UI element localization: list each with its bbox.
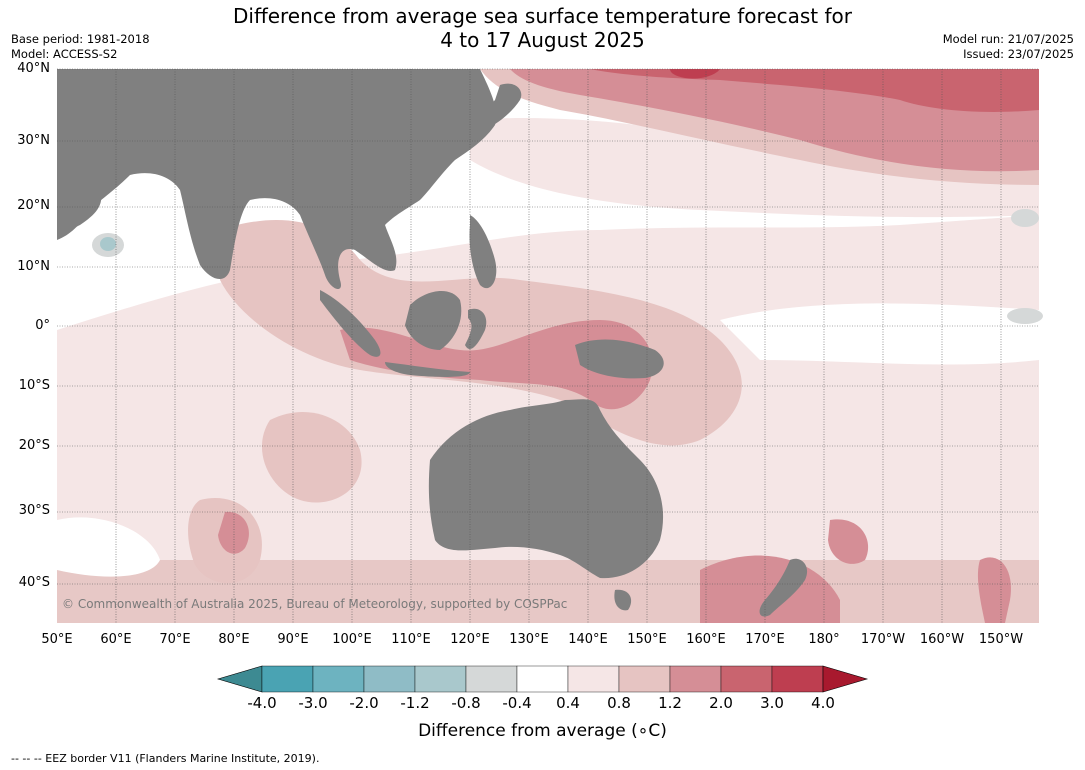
copyright-notice: © Commonwealth of Australia 2025, Bureau… xyxy=(62,597,568,611)
lat-label-equator: 0° xyxy=(35,318,50,333)
colorbar-tick: 0.8 xyxy=(607,694,631,712)
graticule xyxy=(57,68,1039,623)
anomaly-light-warm-north xyxy=(470,118,1039,218)
colorbar-tick: -0.8 xyxy=(451,694,481,712)
land-philippines xyxy=(469,215,497,289)
anomaly-strong-warm-coral xyxy=(828,519,869,564)
anomaly-mid-warm-south xyxy=(57,560,1039,623)
title-line-2: 4 to 17 August 2025 xyxy=(440,28,645,52)
land-borneo xyxy=(405,290,462,350)
base-period-info: Base period: 1981-2018 Model: ACCESS-S2 xyxy=(11,32,150,62)
colorbar-swatch xyxy=(720,665,773,693)
land-new-zealand xyxy=(759,558,808,617)
land-java xyxy=(385,362,470,377)
anomaly-cool-hawaii xyxy=(1011,209,1039,227)
colorbar-title: Difference from average (∘C) xyxy=(418,721,667,741)
lat-label-30n: 30°N xyxy=(17,133,50,148)
colorbar-tick: 4.0 xyxy=(811,694,835,712)
eez-footnote: -- -- -- EEZ border V11 (Flanders Marine… xyxy=(11,752,320,765)
lat-label-40n: 40°N xyxy=(17,61,50,76)
lon-label-100e: 100°E xyxy=(332,632,372,647)
anomaly-fields xyxy=(57,69,1043,623)
anomaly-mid-warm-indian xyxy=(261,411,362,503)
colorbar-swatch xyxy=(414,665,467,693)
run-info: Model run: 21/07/2025 Issued: 23/07/2025 xyxy=(943,32,1074,62)
lon-label-90e: 90°E xyxy=(277,632,309,647)
land-new-guinea xyxy=(575,339,664,379)
model-name: Model: ACCESS-S2 xyxy=(11,47,118,61)
lon-label-140e: 140°E xyxy=(568,632,608,647)
colorbar-swatch xyxy=(516,665,569,693)
colorbar-swatch xyxy=(567,665,620,693)
land-sulawesi xyxy=(465,308,487,350)
lon-label-150w: 150°W xyxy=(978,632,1024,647)
anomaly-stronger-warm-north xyxy=(590,69,1039,112)
title-line-1: Difference from average sea surface temp… xyxy=(232,4,852,28)
lat-label-20n: 20°N xyxy=(17,198,50,213)
colorbar-swatch xyxy=(618,665,671,693)
anomaly-neutral-central xyxy=(720,303,1039,365)
land-tasmania xyxy=(614,589,632,611)
lat-label-30s: 30°S xyxy=(18,503,50,518)
land-australia xyxy=(428,399,664,579)
colorbar-tick: 3.0 xyxy=(760,694,784,712)
colorbar-tick: 2.0 xyxy=(709,694,733,712)
colorbar xyxy=(216,665,869,693)
lon-label-160w: 160°W xyxy=(919,632,965,647)
anomaly-cool-eastpacific xyxy=(1007,308,1043,324)
lon-label-70e: 70°E xyxy=(159,632,191,647)
anomaly-cool-arabian-core xyxy=(100,237,116,251)
lon-label-180: 180° xyxy=(808,632,840,647)
model-run: Model run: 21/07/2025 xyxy=(942,32,1074,46)
base-period: Base period: 1981-2018 xyxy=(11,32,150,46)
lat-label-20s: 20°S xyxy=(18,438,50,453)
map-title: Difference from average sea surface temp… xyxy=(0,4,1085,52)
colorbar-arrow-max xyxy=(822,665,869,693)
lon-label-50e: 50°E xyxy=(41,632,73,647)
colorbar-tick: 1.2 xyxy=(658,694,682,712)
lon-label-60e: 60°E xyxy=(100,632,132,647)
anomaly-max-warm-north xyxy=(670,69,720,79)
anomaly-strong-warm-southeast xyxy=(977,557,1011,623)
land-japan xyxy=(482,83,522,130)
lat-label-10s: 10°S xyxy=(18,378,50,393)
colorbar-swatch xyxy=(771,665,824,693)
colorbar-swatch xyxy=(261,665,314,693)
lat-label-40s: 40°S xyxy=(18,575,50,590)
lon-label-120e: 120°E xyxy=(450,632,490,647)
colorbar-swatch xyxy=(363,665,416,693)
anomaly-strong-warm-sw xyxy=(218,511,249,554)
lon-label-170w: 170°W xyxy=(860,632,906,647)
land-sumatra xyxy=(320,290,381,357)
colorbar-arrow-min xyxy=(216,665,263,693)
lon-label-80e: 80°E xyxy=(218,632,250,647)
lon-label-150e: 150°E xyxy=(627,632,667,647)
colorbar-tick: -1.2 xyxy=(400,694,430,712)
lon-label-160e: 160°E xyxy=(686,632,726,647)
lon-label-110e: 110°E xyxy=(391,632,431,647)
colorbar-tick: -4.0 xyxy=(247,694,277,712)
issued-date: Issued: 23/07/2025 xyxy=(963,47,1074,61)
land-asia xyxy=(57,69,497,290)
colorbar-tick: -0.4 xyxy=(502,694,532,712)
lon-label-130e: 130°E xyxy=(509,632,549,647)
anomaly-neutral-south xyxy=(57,517,160,577)
land-arabia xyxy=(57,170,102,238)
colorbar-tick: 0.4 xyxy=(556,694,580,712)
lon-label-170e: 170°E xyxy=(745,632,785,647)
lat-label-10n: 10°N xyxy=(17,259,50,274)
colorbar-swatch xyxy=(669,665,722,693)
land-masses xyxy=(57,69,808,617)
colorbar-swatch xyxy=(312,665,365,693)
colorbar-tick: -2.0 xyxy=(349,694,379,712)
colorbar-swatch xyxy=(465,665,518,693)
colorbar-tick: -3.0 xyxy=(298,694,328,712)
